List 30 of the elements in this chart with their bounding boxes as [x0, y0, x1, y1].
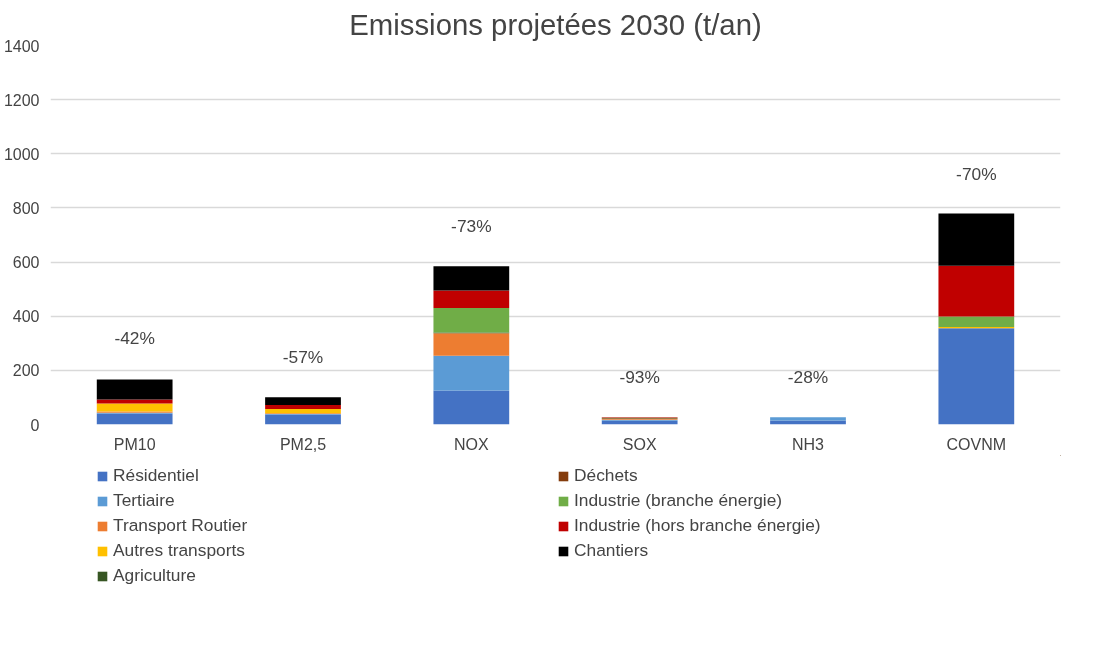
y-tick-label: 1400 — [3, 37, 40, 55]
y-tick-label: 800 — [12, 199, 40, 217]
y-tick-label: 1000 — [3, 145, 40, 163]
x-tick-label: NH3 — [792, 435, 825, 453]
x-tick-label: PM10 — [113, 435, 156, 453]
x-tick-label: SOX — [622, 435, 657, 453]
legend-label: Résidentiel — [113, 465, 200, 486]
legend-label: Industrie (branche énergie) — [574, 490, 784, 511]
legend-label: Agriculture — [113, 565, 197, 586]
annotation: -28% — [787, 367, 829, 388]
y-tick-label: 600 — [12, 254, 40, 272]
annotation: -57% — [282, 346, 324, 367]
x-tick-label: PM2,5 — [279, 435, 327, 453]
legend-label: Tertiaire — [113, 490, 176, 511]
chart-title: Emissions projetées 2030 (t/an) — [349, 7, 762, 41]
annotation: -42% — [114, 328, 155, 349]
legend-label: Chantiers — [574, 540, 650, 561]
y-tick-label: 400 — [12, 308, 40, 326]
annotation: -73% — [451, 216, 492, 237]
y-tick-label: 200 — [12, 362, 40, 380]
annotation: -70% — [956, 163, 997, 184]
x-tick-label: NOX — [454, 435, 489, 453]
legend-label: Déchets — [574, 465, 639, 486]
y-tick-label: 1200 — [3, 91, 40, 109]
legend-label: Industrie (hors branche énergie) — [574, 515, 822, 536]
legend-label: Autres transports — [113, 540, 246, 561]
y-tick-label: 0 — [30, 416, 40, 434]
annotation: -93% — [619, 367, 660, 388]
x-tick-label: COVNM — [946, 435, 1007, 453]
legend-label: Transport Routier — [113, 515, 249, 536]
